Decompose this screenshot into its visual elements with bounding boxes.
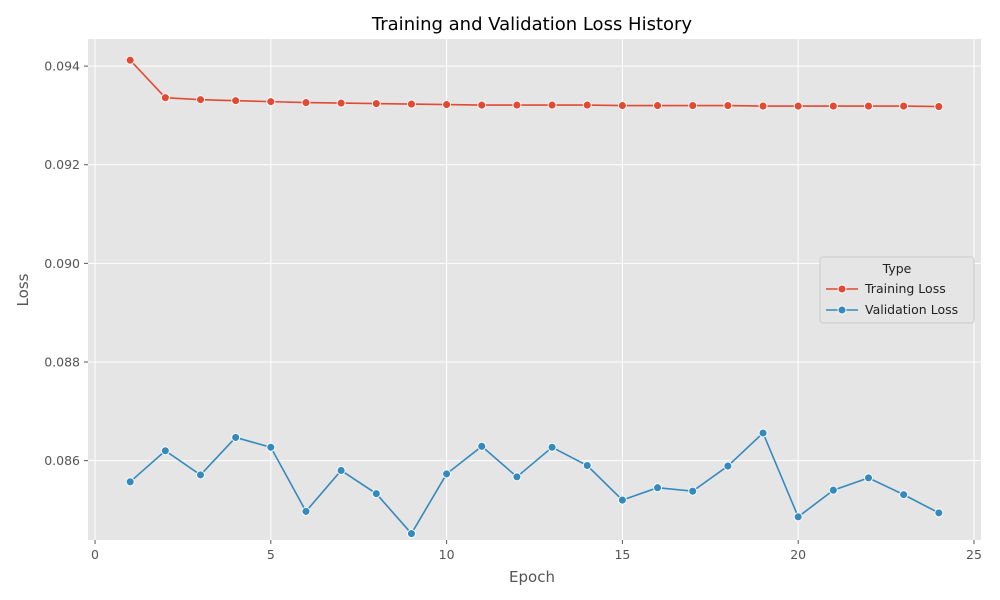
series-layer: [125, 55, 944, 539]
validation-loss-point: [617, 495, 627, 505]
training-loss-point: [723, 101, 733, 111]
legend-box: [819, 256, 975, 324]
x-tick-label: 0: [91, 547, 99, 562]
training-loss-point: [934, 102, 944, 112]
training-loss-point: [793, 101, 803, 111]
chart-title: Training and Validation Loss History: [371, 14, 693, 35]
training-loss-line: [129, 59, 939, 108]
training-loss-point: [828, 101, 838, 111]
validation-loss-point: [547, 442, 557, 452]
validation-loss-point: [477, 441, 487, 451]
validation-loss-point: [653, 483, 663, 493]
grid-lines: [88, 39, 981, 540]
x-axis-label: Epoch: [509, 568, 555, 586]
tick-labels: 0 5 10 15 20 25 0.086 0.088 0.090 0.092 0.094: [44, 59, 982, 562]
validation-loss-line: [129, 431, 940, 535]
validation-loss-point: [723, 461, 733, 471]
x-tick-label: 5: [267, 547, 275, 562]
validation-loss-point: [934, 508, 944, 518]
training-loss-point: [371, 99, 381, 109]
training-loss-point: [864, 101, 873, 111]
training-loss-point: [196, 95, 205, 105]
training-loss-point: [653, 101, 663, 111]
training-loss-point: [301, 98, 311, 108]
x-tick-label: 25: [966, 547, 982, 562]
legend-label-training: Training Loss: [864, 281, 946, 296]
y-tick-label: 0.094: [44, 59, 80, 74]
training-loss-point: [688, 101, 698, 111]
validation-loss-point: [301, 506, 311, 516]
validation-loss-point: [406, 529, 416, 539]
training-loss-point: [231, 96, 241, 106]
training-loss-point: [266, 97, 276, 107]
legend-swatch-training-marker: [837, 284, 847, 294]
validation-loss-point: [371, 489, 381, 499]
training-loss-point: [617, 101, 627, 111]
training-loss-point: [512, 100, 522, 110]
validation-loss-point: [196, 470, 205, 480]
validation-loss-point: [231, 432, 241, 442]
validation-loss-point: [688, 486, 698, 496]
legend: Type Training Loss Validation Loss: [819, 256, 975, 324]
training-loss-point: [899, 101, 909, 111]
validation-loss-point: [160, 446, 170, 456]
training-loss-point: [477, 100, 487, 110]
validation-loss-point: [793, 512, 803, 522]
validation-loss-point: [442, 469, 452, 479]
x-tick-label: 15: [614, 547, 630, 562]
validation-loss-point: [512, 472, 522, 482]
y-tick-label: 0.088: [44, 354, 80, 369]
y-tick-label: 0.086: [44, 453, 80, 468]
training-loss-point: [547, 100, 557, 110]
y-tick-label: 0.092: [44, 157, 80, 172]
x-tick-label: 20: [790, 547, 806, 562]
training-loss-point: [582, 100, 592, 110]
validation-loss-point: [828, 485, 838, 495]
training-loss-point: [160, 93, 170, 103]
legend-swatch-validation-marker: [837, 305, 847, 315]
training-loss-point: [336, 98, 346, 108]
y-axis-label: Loss: [14, 273, 32, 306]
legend-label-validation: Validation Loss: [865, 302, 958, 317]
training-loss-point: [442, 100, 452, 110]
validation-loss-point: [758, 428, 768, 438]
training-loss-point: [758, 101, 768, 111]
validation-loss-point: [899, 490, 909, 500]
validation-loss-point: [266, 442, 276, 452]
validation-loss-point: [864, 473, 873, 483]
validation-loss-point: [125, 477, 135, 487]
training-loss-point: [125, 55, 135, 65]
x-tick-label: 10: [439, 547, 455, 562]
training-loss-point: [406, 99, 416, 109]
legend-title: Type: [882, 261, 912, 276]
y-tick-label: 0.090: [44, 256, 80, 271]
validation-loss-point: [582, 461, 592, 470]
validation-loss-point: [336, 466, 346, 475]
